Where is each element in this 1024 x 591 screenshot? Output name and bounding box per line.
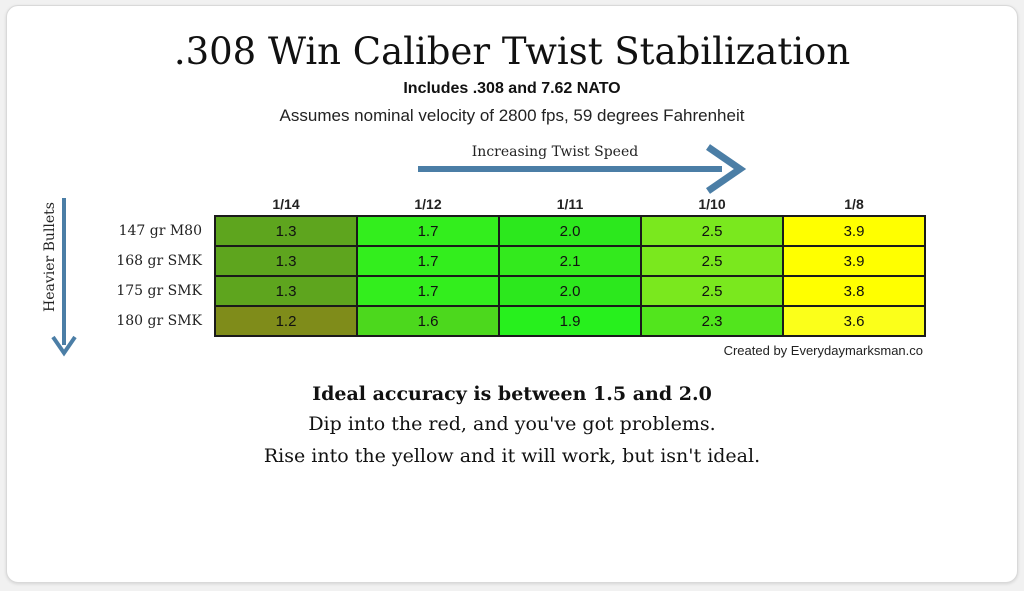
assumption-text: Assumes nominal velocity of 2800 fps, 59…	[279, 106, 745, 125]
table-cell: 3.9	[784, 247, 926, 277]
row-header: 168 gr SMK	[116, 253, 202, 269]
row-header: 175 gr SMK	[116, 283, 202, 299]
table-cell: 1.7	[358, 277, 500, 307]
column-header: 1/8	[844, 196, 864, 212]
heavier-arrow-head	[51, 335, 77, 357]
table-cell: 3.9	[784, 217, 926, 247]
table-cell: 2.0	[500, 277, 642, 307]
chart-subtitle: Includes .308 and 7.62 NATO	[403, 80, 621, 97]
table-row: 1.3 1.7 2.1 2.5 3.9	[216, 247, 926, 277]
table-cell: 1.3	[216, 217, 358, 247]
table-row: 1.2 1.6 1.9 2.3 3.6	[216, 307, 926, 337]
table-cell: 1.2	[216, 307, 358, 337]
column-header: 1/11	[556, 196, 584, 212]
table-cell: 2.1	[500, 247, 642, 277]
table-cell: 1.7	[358, 247, 500, 277]
heavier-arrow	[51, 198, 77, 357]
twist-arrow-head	[706, 144, 747, 194]
column-header: 1/14	[272, 196, 300, 212]
table-row: 1.3 1.7 2.0 2.5 3.9	[216, 217, 926, 247]
row-header: 180 gr SMK	[116, 313, 202, 329]
twist-speed-label: Increasing Twist Speed	[471, 144, 639, 160]
table-cell: 2.0	[500, 217, 642, 247]
row-header: 147 gr M80	[118, 223, 202, 239]
credit-text: Created by Everydaymarksman.co	[723, 343, 923, 358]
table-cell: 1.6	[358, 307, 500, 337]
twist-arrow	[418, 144, 747, 194]
table-cell: 1.9	[500, 307, 642, 337]
table-cell: 2.5	[642, 217, 784, 247]
ideal-note: Ideal accuracy is between 1.5 and 2.0	[312, 383, 712, 405]
column-header: 1/12	[414, 196, 442, 212]
stability-table: 1.3 1.7 2.0 2.5 3.9 1.3 1.7 2.1 2.5 3.9 1.3 1.7 2.0 2…	[214, 215, 926, 337]
red-note: Dip into the red, and you've got problem…	[308, 413, 716, 435]
table-row: 1.3 1.7 2.0 2.5 3.8	[216, 277, 926, 307]
table-cell: 2.3	[642, 307, 784, 337]
table-cell: 2.5	[642, 277, 784, 307]
table-cell: 1.7	[358, 217, 500, 247]
table-cell: 1.3	[216, 277, 358, 307]
table-cell: 1.3	[216, 247, 358, 277]
table-cell: 3.8	[784, 277, 926, 307]
table-cell: 2.5	[642, 247, 784, 277]
heavier-bullets-label: Heavier Bullets	[42, 202, 58, 313]
column-header: 1/10	[698, 196, 726, 212]
table-cell: 3.6	[784, 307, 926, 337]
yellow-note: Rise into the yellow and it will work, b…	[263, 445, 761, 467]
chart-title: .308 Win Caliber Twist Stabilization	[173, 30, 851, 73]
